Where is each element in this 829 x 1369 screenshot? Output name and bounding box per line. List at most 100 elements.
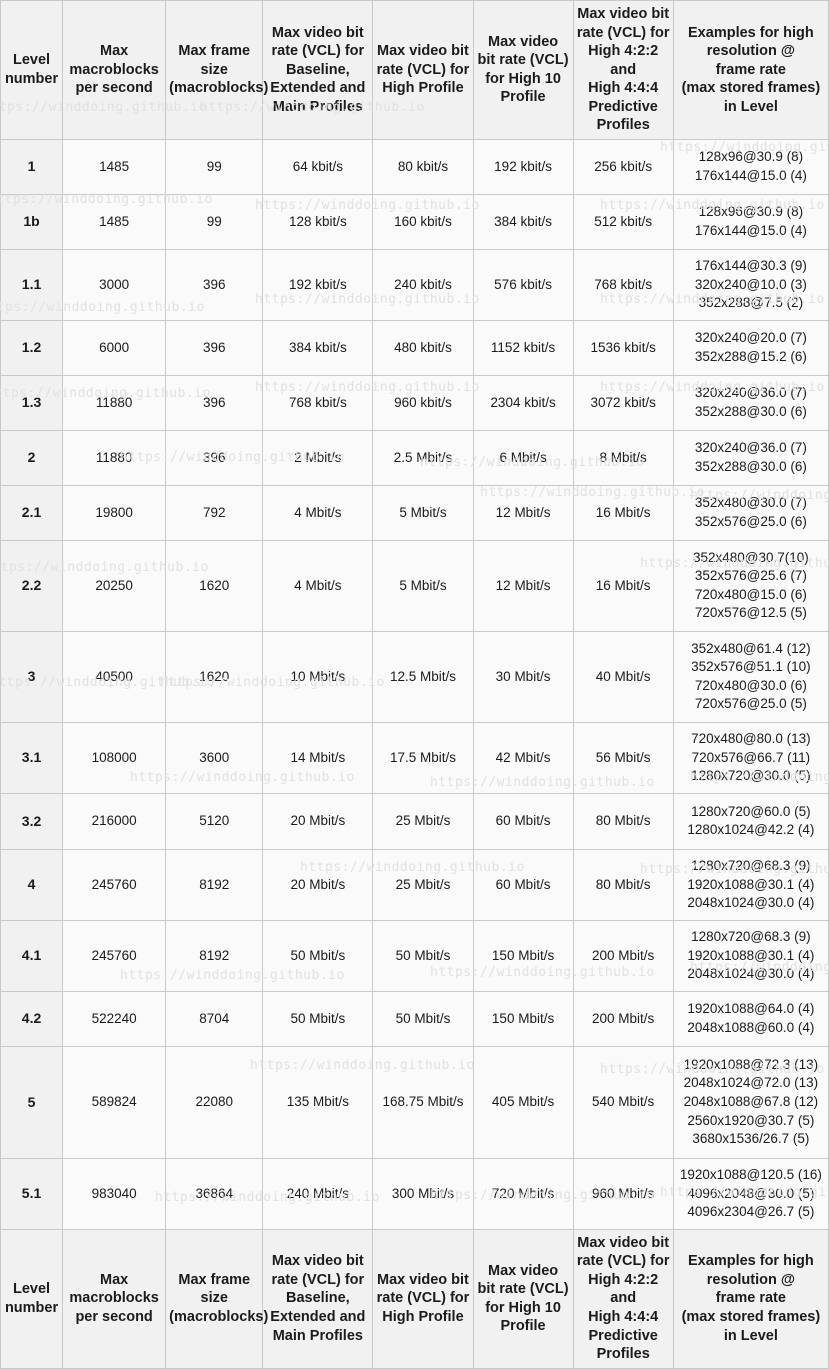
cell-rate-high10: 150 Mbit/s xyxy=(472,990,574,1047)
cell-max-macroblocks: 19800 xyxy=(62,484,167,541)
cell-max-frame-size: 792 xyxy=(165,484,264,541)
cell-rate-high: 960 kbit/s xyxy=(372,374,474,431)
cell-rate-high: 480 kbit/s xyxy=(372,319,474,376)
cell-rate-high: 2.5 Mbit/s xyxy=(372,429,474,486)
cell-rate-high10: 42 Mbit/s xyxy=(472,721,574,794)
cell-max-frame-size: 1620 xyxy=(165,539,264,632)
cell-rate-high422-444: 1536 kbit/s xyxy=(572,319,674,376)
footer-header-rate-high10: Max video bit rate (VCL) for High 10 Profil… xyxy=(472,1228,574,1369)
column-header-examples: Examples for high resolution @ frame rate(… xyxy=(672,0,829,140)
table-body: 1 1485 99 64 kbit/s 80 kbit/s 192 kbit/s 256 k… xyxy=(0,138,829,1230)
cell-examples: 1920x1088@120.5 (16) 4096x2048@30.0 (5) 40… xyxy=(672,1157,829,1230)
cell-max-macroblocks: 983040 xyxy=(62,1157,167,1230)
cell-rate-baseline: 50 Mbit/s xyxy=(262,990,374,1047)
cell-max-frame-size: 1620 xyxy=(165,630,264,723)
cell-max-frame-size: 8192 xyxy=(165,848,264,921)
cell-examples: 352x480@61.4 (12) 352x576@51.1 (10) 720x48… xyxy=(672,630,829,723)
cell-rate-baseline: 20 Mbit/s xyxy=(262,848,374,921)
footer-header-level-number: Level number xyxy=(0,1228,64,1369)
cell-rate-high10: 1152 kbit/s xyxy=(472,319,574,376)
column-header-rate-baseline: Max video bit rate (VCL) for Baseline, Exte… xyxy=(262,0,374,140)
cell-max-frame-size: 36864 xyxy=(165,1157,264,1230)
cell-examples: 1280x720@68.3 (9) 1920x1088@30.1 (4) 2048x… xyxy=(672,919,829,992)
cell-max-macroblocks: 245760 xyxy=(62,848,167,921)
cell-rate-baseline: 192 kbit/s xyxy=(262,248,374,321)
cell-rate-high422-444: 8 Mbit/s xyxy=(572,429,674,486)
footer-header-max-macroblocks: Max macroblocks per second xyxy=(62,1228,167,1369)
cell-rate-high422-444: 16 Mbit/s xyxy=(572,539,674,632)
cell-max-frame-size: 22080 xyxy=(165,1045,264,1159)
cell-max-macroblocks: 589824 xyxy=(62,1045,167,1159)
cell-level-number: 1.1 xyxy=(0,248,64,321)
cell-rate-high422-444: 540 Mbit/s xyxy=(572,1045,674,1159)
cell-rate-high10: 12 Mbit/s xyxy=(472,484,574,541)
cell-max-macroblocks: 6000 xyxy=(62,319,167,376)
cell-examples: 1920x1088@72.3 (13) 2048x1024@72.0 (13) 20… xyxy=(672,1045,829,1159)
cell-max-frame-size: 5120 xyxy=(165,792,264,850)
cell-max-frame-size: 396 xyxy=(165,319,264,376)
table-row: 1.1 3000 396 192 kbit/s 240 kbit/s 576 kbit/s… xyxy=(0,248,829,321)
cell-rate-baseline: 384 kbit/s xyxy=(262,319,374,376)
cell-max-frame-size: 99 xyxy=(165,138,264,195)
cell-examples: 352x480@30.0 (7) 352x576@25.0 (6) xyxy=(672,484,829,541)
cell-examples: 352x480@30.7(10) 352x576@25.6 (7) 720x480@… xyxy=(672,539,829,632)
header-row: Level number Max macroblocks per second Max… xyxy=(0,0,829,140)
table-row: 2 11880 396 2 Mbit/s 2.5 Mbit/s 6 Mbit/s 8 Mbi… xyxy=(0,429,829,486)
cell-rate-high: 50 Mbit/s xyxy=(372,990,474,1047)
cell-rate-high: 240 kbit/s xyxy=(372,248,474,321)
cell-rate-baseline: 2 Mbit/s xyxy=(262,429,374,486)
table-row: 5 589824 22080 135 Mbit/s 168.75 Mbit/s 405 M… xyxy=(0,1045,829,1159)
cell-level-number: 4.1 xyxy=(0,919,64,992)
cell-level-number: 1 xyxy=(0,138,64,195)
footer-header-rate-high422-444: Max video bit rate (VCL) for High 4:2:2 an… xyxy=(572,1228,674,1369)
cell-rate-high10: 720 Mbit/s xyxy=(472,1157,574,1230)
cell-max-frame-size: 396 xyxy=(165,429,264,486)
column-header-max-frame-size: Max frame size (macroblocks) xyxy=(165,0,268,140)
column-header-max-macroblocks: Max macroblocks per second xyxy=(62,0,167,140)
cell-examples: 128x96@30.9 (8) 176x144@15.0 (4) xyxy=(672,193,829,250)
cell-rate-high422-444: 80 Mbit/s xyxy=(572,792,674,850)
cell-rate-high422-444: 80 Mbit/s xyxy=(572,848,674,921)
cell-rate-high10: 405 Mbit/s xyxy=(472,1045,574,1159)
cell-max-frame-size: 3600 xyxy=(165,721,264,794)
cell-rate-high: 168.75 Mbit/s xyxy=(372,1045,474,1159)
cell-level-number: 1b xyxy=(0,193,64,250)
cell-rate-high422-444: 960 Mbit/s xyxy=(572,1157,674,1230)
cell-rate-high: 12.5 Mbit/s xyxy=(372,630,474,723)
table-row: 4 245760 8192 20 Mbit/s 25 Mbit/s 60 Mbit/s 80… xyxy=(0,848,829,921)
cell-level-number: 4 xyxy=(0,848,64,921)
cell-rate-high: 25 Mbit/s xyxy=(372,792,474,850)
footer-header-rate-baseline: Max video bit rate (VCL) for Baseline, Exte… xyxy=(262,1228,374,1369)
cell-examples: 176x144@30.3 (9) 320x240@10.0 (3) 352x288@… xyxy=(672,248,829,321)
cell-rate-high422-444: 256 kbit/s xyxy=(572,138,674,195)
column-header-level-number: Level number xyxy=(0,0,64,140)
cell-rate-baseline: 135 Mbit/s xyxy=(262,1045,374,1159)
footer-header-max-frame-size: Max frame size (macroblocks) xyxy=(165,1228,268,1369)
cell-level-number: 4.2 xyxy=(0,990,64,1047)
cell-rate-high: 17.5 Mbit/s xyxy=(372,721,474,794)
cell-max-frame-size: 396 xyxy=(165,374,264,431)
cell-rate-baseline: 64 kbit/s xyxy=(262,138,374,195)
cell-rate-high: 160 kbit/s xyxy=(372,193,474,250)
cell-rate-high: 80 kbit/s xyxy=(372,138,474,195)
cell-rate-baseline: 4 Mbit/s xyxy=(262,539,374,632)
cell-level-number: 3 xyxy=(0,630,64,723)
cell-rate-high10: 576 kbit/s xyxy=(472,248,574,321)
cell-max-macroblocks: 20250 xyxy=(62,539,167,632)
cell-examples: 720x480@80.0 (13) 720x576@66.7 (11) 1280x7… xyxy=(672,721,829,794)
footer-row: Level number Max macroblocks per second Max… xyxy=(0,1228,829,1369)
footer-header-rate-high: Max video bit rate (VCL) for High Profile xyxy=(372,1228,474,1369)
cell-examples: 1280x720@60.0 (5) 1280x1024@42.2 (4) xyxy=(672,792,829,850)
cell-level-number: 1.2 xyxy=(0,319,64,376)
table-row: 4.1 245760 8192 50 Mbit/s 50 Mbit/s 150 Mbit/… xyxy=(0,919,829,992)
table-row: 4.2 522240 8704 50 Mbit/s 50 Mbit/s 150 Mbit/… xyxy=(0,990,829,1047)
cell-rate-high10: 30 Mbit/s xyxy=(472,630,574,723)
table-row: 1.2 6000 396 384 kbit/s 480 kbit/s 1152 kbit/… xyxy=(0,319,829,376)
cell-rate-high422-444: 40 Mbit/s xyxy=(572,630,674,723)
cell-examples: 320x240@20.0 (7) 352x288@15.2 (6) xyxy=(672,319,829,376)
table-row: 3 40500 1620 10 Mbit/s 12.5 Mbit/s 30 Mbit/s 4… xyxy=(0,630,829,723)
cell-examples: 1280x720@68.3 (9) 1920x1088@30.1 (4) 2048x… xyxy=(672,848,829,921)
cell-rate-baseline: 20 Mbit/s xyxy=(262,792,374,850)
table-row: 3.1 108000 3600 14 Mbit/s 17.5 Mbit/s 42 Mbit… xyxy=(0,721,829,794)
